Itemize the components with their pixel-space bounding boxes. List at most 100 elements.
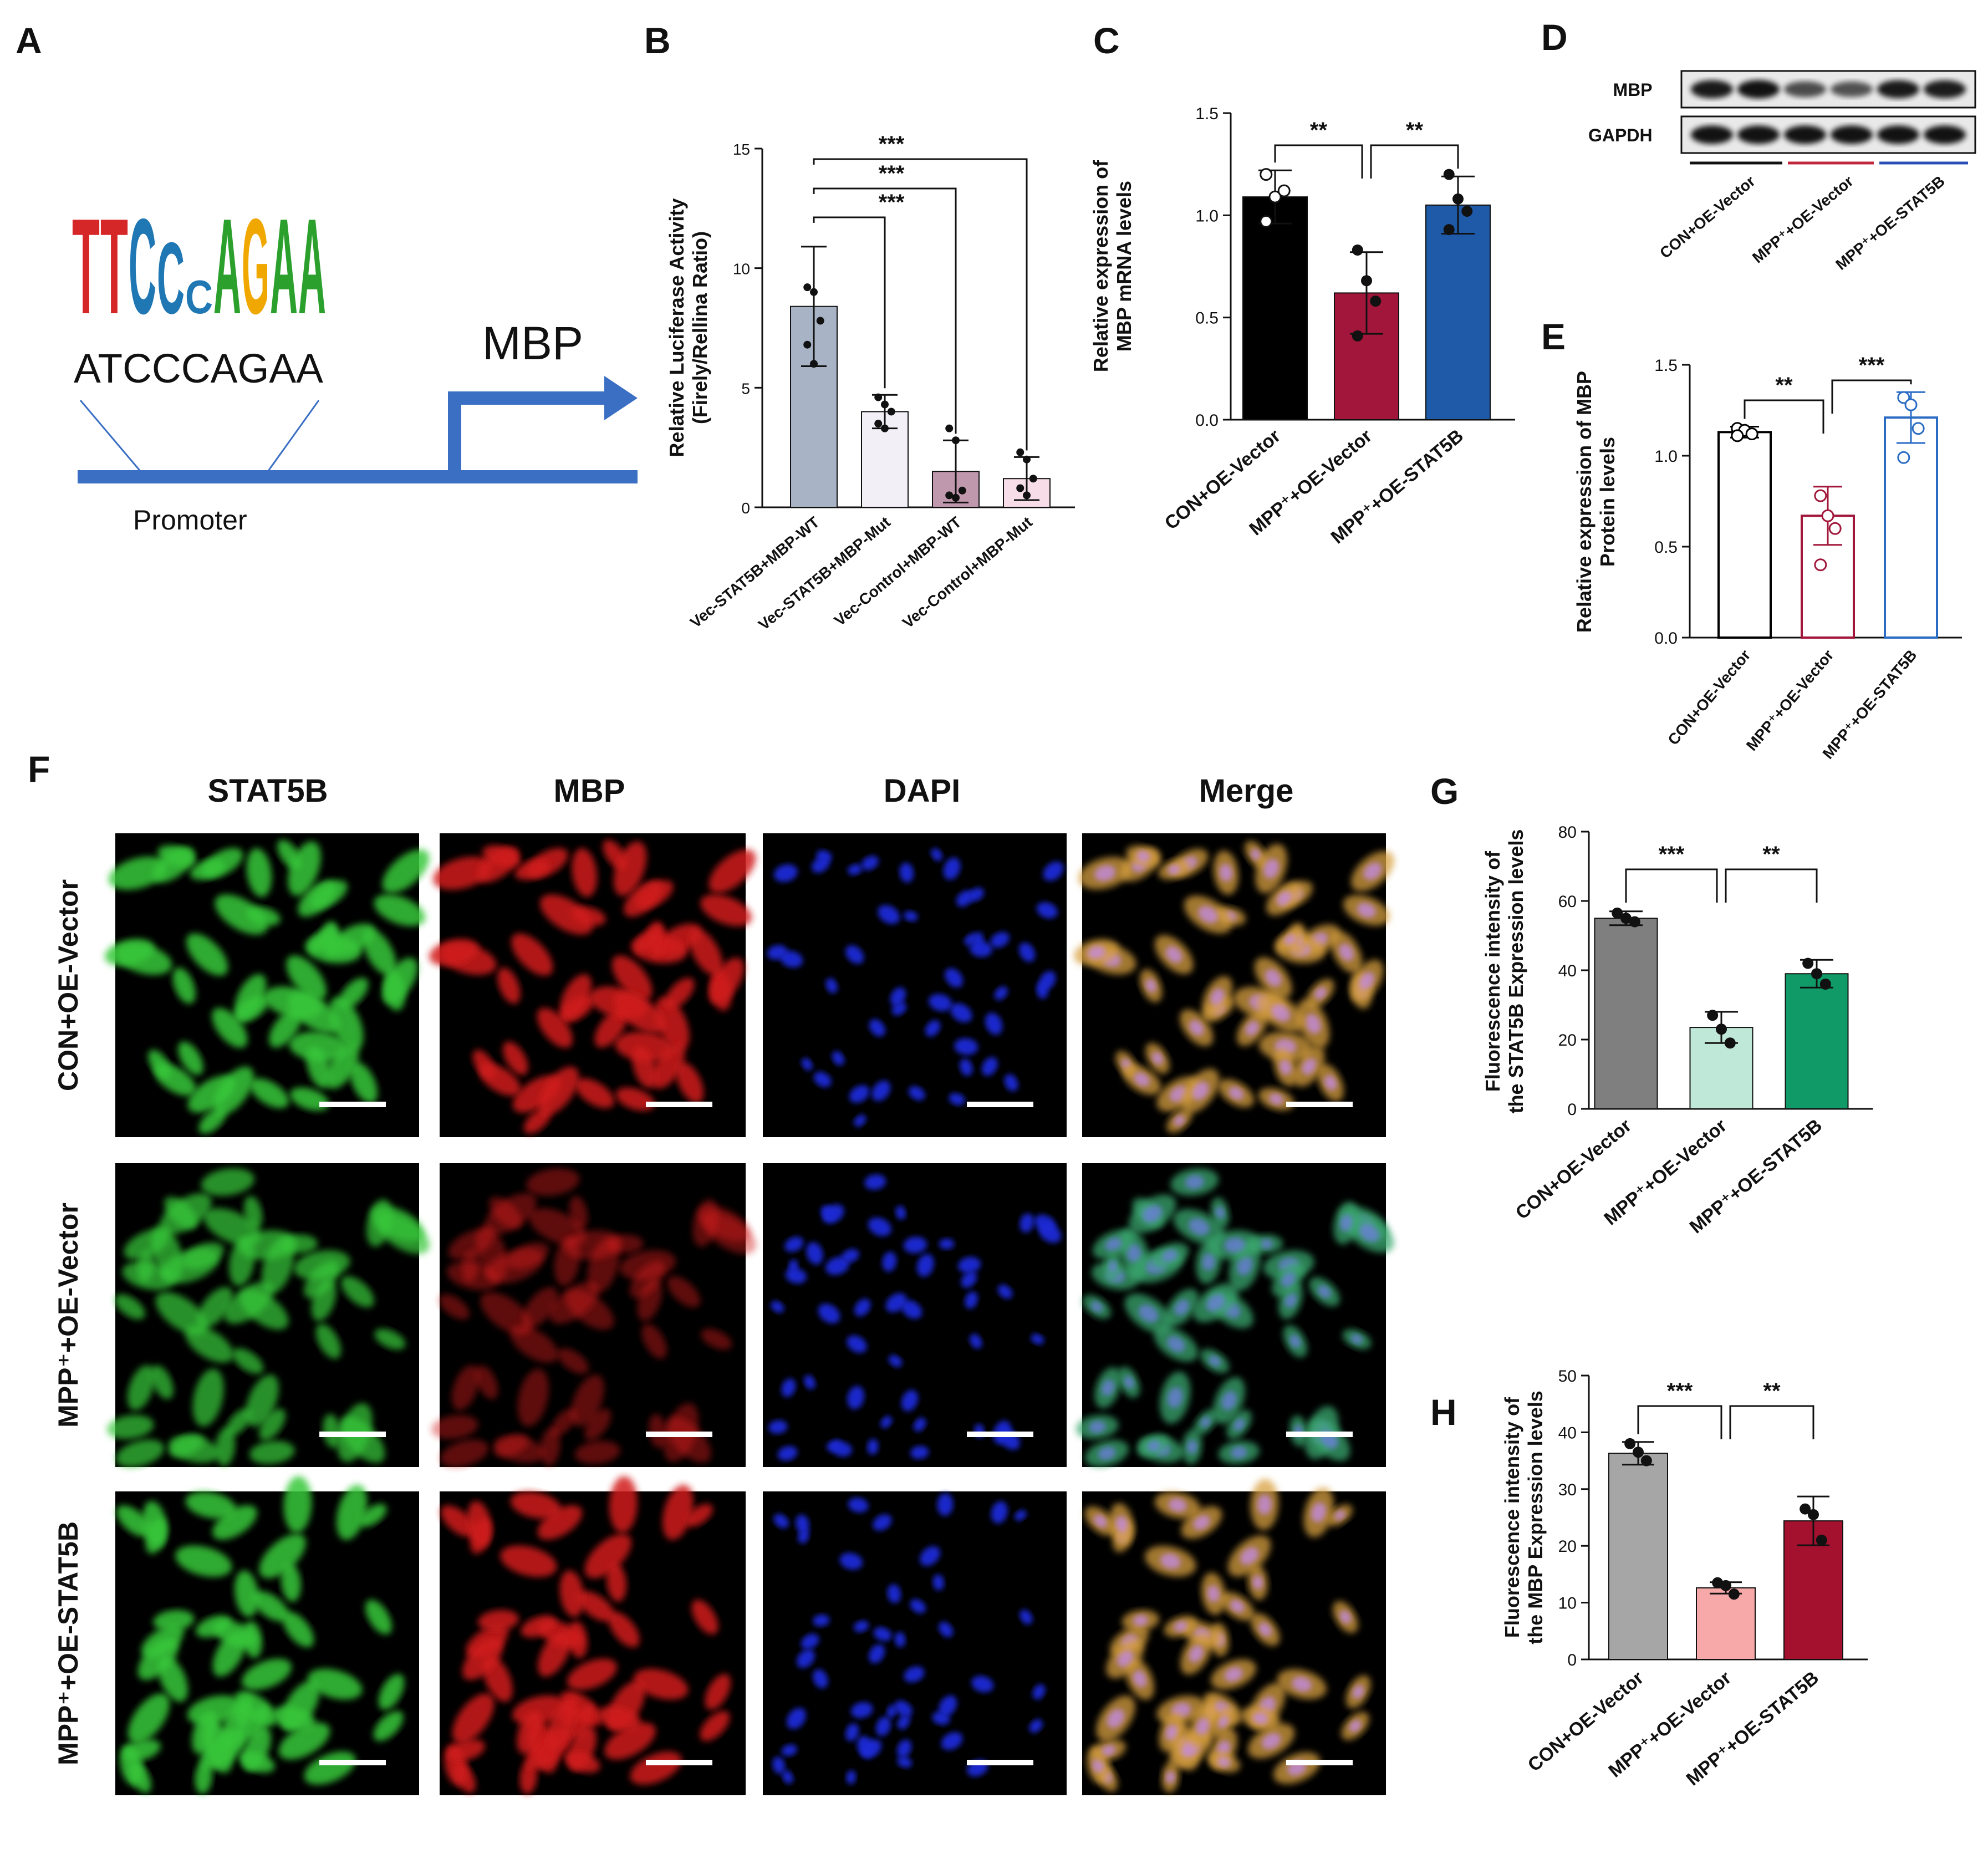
panel-label-e: E: [1541, 316, 1566, 357]
merged-nucleus: [1165, 1724, 1178, 1740]
nucleus: [939, 1622, 954, 1637]
nucleus: [880, 1415, 893, 1428]
cell-body: [323, 1414, 341, 1448]
cell-body: [212, 1505, 257, 1540]
nucleus: [787, 1708, 806, 1729]
cell-body: [212, 1007, 248, 1048]
merged-nucleus: [1145, 979, 1156, 992]
nucleus: [961, 1271, 977, 1288]
nucleus: [797, 1649, 815, 1668]
panel-label-c: C: [1093, 20, 1120, 61]
bar: [1425, 204, 1491, 420]
data-point: [887, 408, 895, 416]
cell-body: [448, 1229, 494, 1260]
significance-bracket: [1729, 1405, 1814, 1439]
nucleus: [806, 1242, 823, 1265]
merged-nucleus: [1165, 946, 1182, 963]
cell-body: [691, 1600, 718, 1634]
cell-body: [433, 856, 492, 890]
nucleus: [941, 1732, 963, 1750]
merged-nucleus: [1193, 1515, 1210, 1530]
cell-body: [124, 1229, 170, 1260]
motif-letter: C: [185, 270, 213, 323]
nucleus: [854, 1298, 871, 1317]
nucleus: [895, 1205, 906, 1220]
nucleus: [981, 1057, 998, 1076]
blot-band: [1877, 125, 1919, 144]
nucleus: [887, 1584, 901, 1603]
y-axis-title-line: Fluorescence intensity of: [1501, 1397, 1523, 1638]
nucleus: [1015, 1510, 1027, 1521]
cell-body: [288, 841, 321, 896]
cell-body: [517, 1710, 543, 1754]
cell-body: [325, 1044, 359, 1089]
nucleus: [882, 1251, 897, 1272]
nucleus: [848, 1498, 869, 1513]
merged-nucleus: [1231, 1446, 1247, 1459]
motif-letter: A: [213, 191, 241, 343]
data-point: [1612, 907, 1623, 919]
merged-nucleus: [1284, 934, 1296, 945]
blot-band: [1691, 80, 1733, 99]
data-point: [1633, 1447, 1644, 1458]
cell-body: [363, 929, 396, 976]
cell-body: [190, 859, 225, 880]
nucleus: [767, 945, 788, 960]
cell-body: [154, 1063, 196, 1096]
nucleus: [929, 994, 952, 1011]
cell-body: [252, 1591, 289, 1622]
cell-body: [169, 1434, 204, 1458]
cell-body: [159, 1193, 212, 1235]
merged-nucleus: [1363, 862, 1382, 880]
nucleus: [878, 905, 900, 924]
chart-g-stat5b-fluorescence: 0 20 40 60 80 Fluorescence intensity ofthe ST…: [1481, 823, 1873, 1237]
data-point: [1277, 184, 1291, 197]
blot-band: [1737, 80, 1780, 99]
blot-group-label: CON+OE-Vector: [1656, 172, 1758, 262]
cell-body: [373, 1710, 404, 1741]
merged-nucleus: [1192, 1081, 1209, 1101]
blot-band: [1831, 125, 1873, 144]
cell-body: [350, 1062, 378, 1103]
bar: [1594, 918, 1658, 1109]
cell-body: [127, 1365, 155, 1410]
x-tick-label: Vec-STAT5B+MBP-WT: [687, 513, 823, 631]
nucleus: [960, 1058, 973, 1076]
cell-body: [511, 933, 553, 976]
data-point: [1716, 1023, 1727, 1035]
nucleus: [796, 1514, 809, 1534]
nucleus: [847, 864, 863, 875]
merged-nucleus: [1087, 945, 1105, 959]
cell-body: [109, 856, 168, 890]
nucleus: [903, 1236, 927, 1254]
cell-body: [538, 1066, 579, 1116]
cell-body: [577, 1591, 615, 1622]
merged-nucleus: [1305, 1014, 1321, 1034]
y-axis-title: Relative expression of MBPProtein levels: [1573, 371, 1619, 633]
cell-body: [221, 1703, 251, 1750]
cell-body: [374, 1328, 406, 1350]
nucleus: [897, 1756, 912, 1768]
cell-body: [708, 958, 745, 1004]
cell-body: [666, 1416, 711, 1463]
data-point: [874, 393, 883, 401]
cell-body: [701, 1328, 732, 1350]
data-point: [810, 360, 818, 368]
cell-body: [497, 967, 521, 1004]
nucleus: [910, 1599, 926, 1613]
cell-body: [478, 1063, 521, 1096]
merged-nucleus: [1221, 1391, 1237, 1410]
merged-nucleus: [1174, 1300, 1189, 1316]
nucleus: [931, 848, 942, 861]
merged-nucleus: [1217, 1715, 1229, 1729]
micrograph: [431, 1163, 756, 1468]
cell-body: [185, 1326, 233, 1363]
cell-body: [249, 1078, 289, 1108]
data-point: [803, 340, 812, 349]
cell-body: [203, 1208, 261, 1246]
cell-body: [232, 1348, 264, 1374]
data-point: [881, 424, 889, 432]
nucleus: [861, 1739, 882, 1758]
y-tick-label: 60: [1558, 893, 1577, 911]
y-axis-title-line: the STAT5B Expression levels: [1505, 829, 1527, 1114]
